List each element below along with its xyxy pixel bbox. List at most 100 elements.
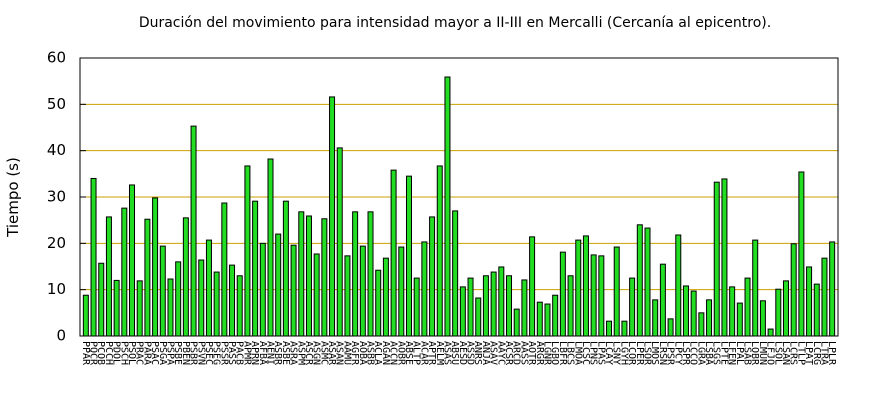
x-tick-label: LSOR bbox=[642, 341, 653, 366]
x-tick-label: LGBO bbox=[549, 341, 560, 365]
x-tick-label: LGRA bbox=[695, 341, 706, 365]
y-tick-label: 0 bbox=[56, 327, 66, 345]
x-tick-label: APTR bbox=[426, 341, 437, 366]
bar bbox=[806, 266, 813, 337]
x-tick-label: LPAT bbox=[803, 341, 814, 365]
x-tick-label: LPTE bbox=[718, 341, 729, 365]
bar bbox=[482, 275, 489, 337]
bar bbox=[190, 125, 197, 337]
bar bbox=[582, 235, 589, 337]
x-tick-label: LSNY bbox=[611, 341, 622, 365]
bar bbox=[121, 207, 128, 337]
x-tick-label: LPLR bbox=[826, 341, 837, 366]
bar bbox=[436, 165, 443, 337]
x-tick-label: LRSN bbox=[657, 341, 668, 365]
bar bbox=[267, 158, 274, 337]
x-tick-label: PSEC bbox=[203, 341, 214, 365]
bar bbox=[544, 303, 551, 337]
bar bbox=[690, 290, 697, 337]
x-tick-label: LBCS bbox=[565, 341, 576, 365]
bar bbox=[667, 318, 674, 337]
x-tick-label: AOBR bbox=[395, 341, 406, 366]
bar bbox=[475, 297, 482, 337]
x-tick-label: ASAN bbox=[334, 341, 345, 365]
bar bbox=[775, 288, 782, 337]
x-tick-label: LCRG bbox=[811, 341, 822, 365]
bar bbox=[182, 217, 189, 337]
x-tick-label: AASS bbox=[518, 341, 529, 365]
bar bbox=[490, 271, 497, 337]
x-tick-label: APMR bbox=[241, 341, 252, 366]
y-tick-label: 60 bbox=[47, 49, 66, 67]
x-tick-label: ASAS bbox=[441, 341, 452, 365]
bar bbox=[452, 210, 459, 337]
x-tick-label: PSOL bbox=[126, 341, 137, 365]
x-tick-label: PSBE bbox=[172, 341, 183, 365]
bar bbox=[236, 275, 243, 337]
bar bbox=[706, 299, 713, 337]
bar bbox=[113, 279, 120, 337]
x-tick-label: ABSU bbox=[449, 341, 460, 365]
x-tick-label: ACCN bbox=[388, 341, 399, 365]
plot-frame bbox=[79, 57, 839, 337]
x-tick-label: APRN bbox=[249, 341, 260, 365]
x-tick-label: ANRS bbox=[472, 341, 483, 365]
bar bbox=[90, 177, 97, 337]
x-tick-label: ACLA bbox=[372, 341, 383, 365]
x-tick-label: AESD bbox=[457, 341, 468, 365]
x-tick-label: LMUN bbox=[757, 341, 768, 365]
bar bbox=[405, 175, 412, 337]
x-tick-label: LMOS bbox=[649, 341, 660, 365]
x-tick-label: ASAR bbox=[326, 341, 337, 366]
x-tick-label: PBEN bbox=[180, 341, 191, 365]
x-tick-label: LCCO bbox=[688, 341, 699, 365]
bar bbox=[521, 279, 528, 337]
bar bbox=[498, 266, 505, 337]
bar bbox=[813, 283, 820, 337]
x-tick-label: ABSE bbox=[403, 341, 414, 365]
bar bbox=[82, 294, 89, 337]
bar bbox=[398, 246, 405, 337]
bar bbox=[175, 261, 182, 337]
x-tick-label: LPCY bbox=[672, 341, 683, 365]
x-tick-label: PSEG bbox=[211, 341, 222, 365]
x-tick-label: LSBA bbox=[703, 341, 714, 365]
bar bbox=[352, 211, 359, 337]
bar bbox=[829, 241, 836, 337]
x-tick-label: LFEN bbox=[726, 341, 737, 365]
bar bbox=[144, 218, 151, 337]
bar bbox=[136, 280, 143, 337]
x-tick-label: ASBB bbox=[365, 341, 376, 365]
bar bbox=[744, 277, 751, 337]
x-tick-label: ARGR bbox=[534, 341, 545, 366]
bar bbox=[613, 246, 620, 337]
x-tick-label: LSGS bbox=[711, 341, 722, 365]
bar bbox=[675, 234, 682, 337]
bar bbox=[252, 200, 259, 337]
bar bbox=[167, 278, 174, 337]
x-tick-label: LPSR bbox=[665, 341, 676, 366]
bar bbox=[559, 251, 566, 337]
bar bbox=[321, 218, 328, 337]
bar bbox=[698, 312, 705, 337]
bar bbox=[575, 239, 582, 337]
bar bbox=[759, 300, 766, 337]
x-tick-label: AGFR bbox=[349, 341, 360, 366]
bar bbox=[798, 171, 805, 337]
bar bbox=[536, 301, 543, 337]
x-tick-label: PARA bbox=[141, 341, 152, 365]
x-tick-label: PSSR bbox=[218, 341, 229, 366]
bar bbox=[290, 244, 297, 337]
x-tick-label: LGNR bbox=[541, 341, 552, 366]
x-tick-label: ASBR bbox=[272, 341, 283, 366]
bar bbox=[598, 255, 605, 337]
bar bbox=[129, 184, 136, 337]
x-tick-label: ASAV bbox=[488, 341, 499, 365]
chart-title: Duración del movimiento para intensidad … bbox=[139, 15, 771, 31]
x-tick-label: LCOR bbox=[626, 341, 637, 366]
x-tick-label: ASRA bbox=[288, 341, 299, 365]
x-tick-label: ASCR bbox=[303, 341, 314, 366]
bar bbox=[782, 280, 789, 337]
x-tick-label: LPAS bbox=[595, 341, 606, 365]
